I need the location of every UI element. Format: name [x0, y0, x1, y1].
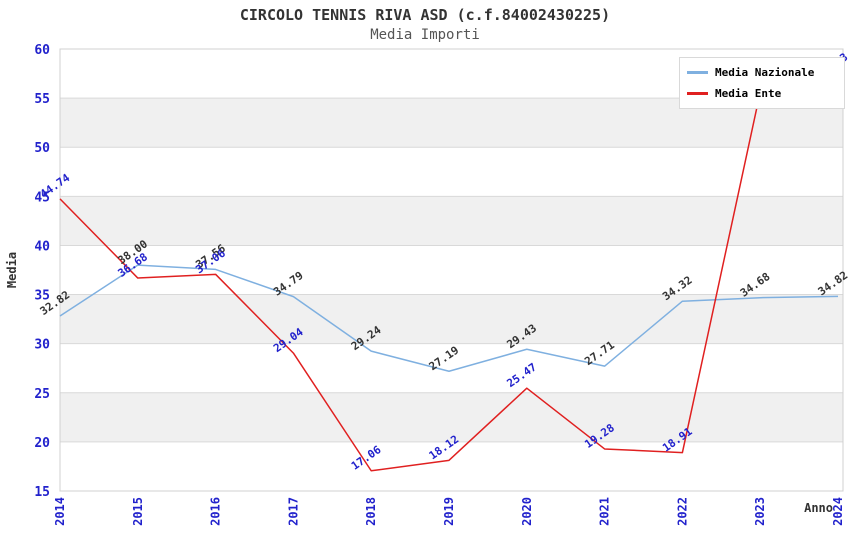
x-tick-label: 2021	[598, 497, 612, 526]
chart-title: CIRCOLO TENNIS RIVA ASD (c.f.84002430225…	[239, 6, 611, 24]
x-tick-label: 2023	[753, 497, 767, 526]
x-tick-label: 2017	[286, 497, 300, 526]
y-tick-label: 30	[34, 338, 50, 353]
y-tick-label: 20	[34, 436, 50, 451]
series-line-0	[59, 264, 839, 373]
data-label: 34.82	[816, 269, 850, 299]
x-tick-label: 2020	[520, 497, 534, 526]
x-tick-label: 2015	[131, 497, 145, 526]
y-axis-title: Media	[5, 252, 19, 288]
legend-item-label: Media Ente	[715, 87, 782, 100]
x-tick-label: 2018	[364, 497, 378, 526]
x-tick-label: 2024	[831, 497, 845, 526]
y-tick-label: 40	[34, 239, 50, 254]
x-tick-labels: 2014 2015 2016 2017 2018 2019 2020 2021 2022 2023…	[53, 497, 845, 526]
y-tick-label: 60	[34, 43, 50, 58]
legend-item-label: Media Nazionale	[715, 66, 815, 79]
x-axis-title: Anno	[804, 501, 833, 515]
legend-line-swatch	[687, 92, 708, 95]
y-axis-title-group: Media	[5, 252, 19, 288]
chart-subtitle: Media Importi	[370, 27, 480, 43]
data-label: 25.47	[504, 360, 539, 390]
x-axis-title-group: Anno	[804, 501, 833, 515]
plot-bands	[60, 98, 843, 442]
y-tick-label: 25	[34, 387, 50, 402]
legend: Media Nazionale Media Ente	[679, 57, 845, 109]
y-tick-label: 55	[34, 92, 50, 107]
x-tick-label: 2016	[209, 497, 223, 526]
y-tick-label: 15	[34, 485, 50, 500]
x-tick-label: 2014	[53, 497, 67, 526]
plot-border	[59, 48, 844, 492]
y-tick-label: 45	[34, 190, 50, 205]
series-line-1	[59, 77, 839, 472]
data-label: 17.06	[349, 443, 384, 473]
y-tick-labels: 15 20 25 30 35 40 45 50 55 60	[34, 43, 50, 500]
x-tick-label: 2022	[675, 497, 689, 526]
y-tick-label: 35	[34, 289, 50, 304]
x-tick-label: 2019	[442, 497, 456, 526]
legend-item: Media Nazionale	[687, 66, 836, 79]
legend-item: Media Ente	[687, 87, 836, 100]
legend-line-swatch	[687, 71, 708, 74]
y-tick-label: 50	[34, 141, 50, 156]
